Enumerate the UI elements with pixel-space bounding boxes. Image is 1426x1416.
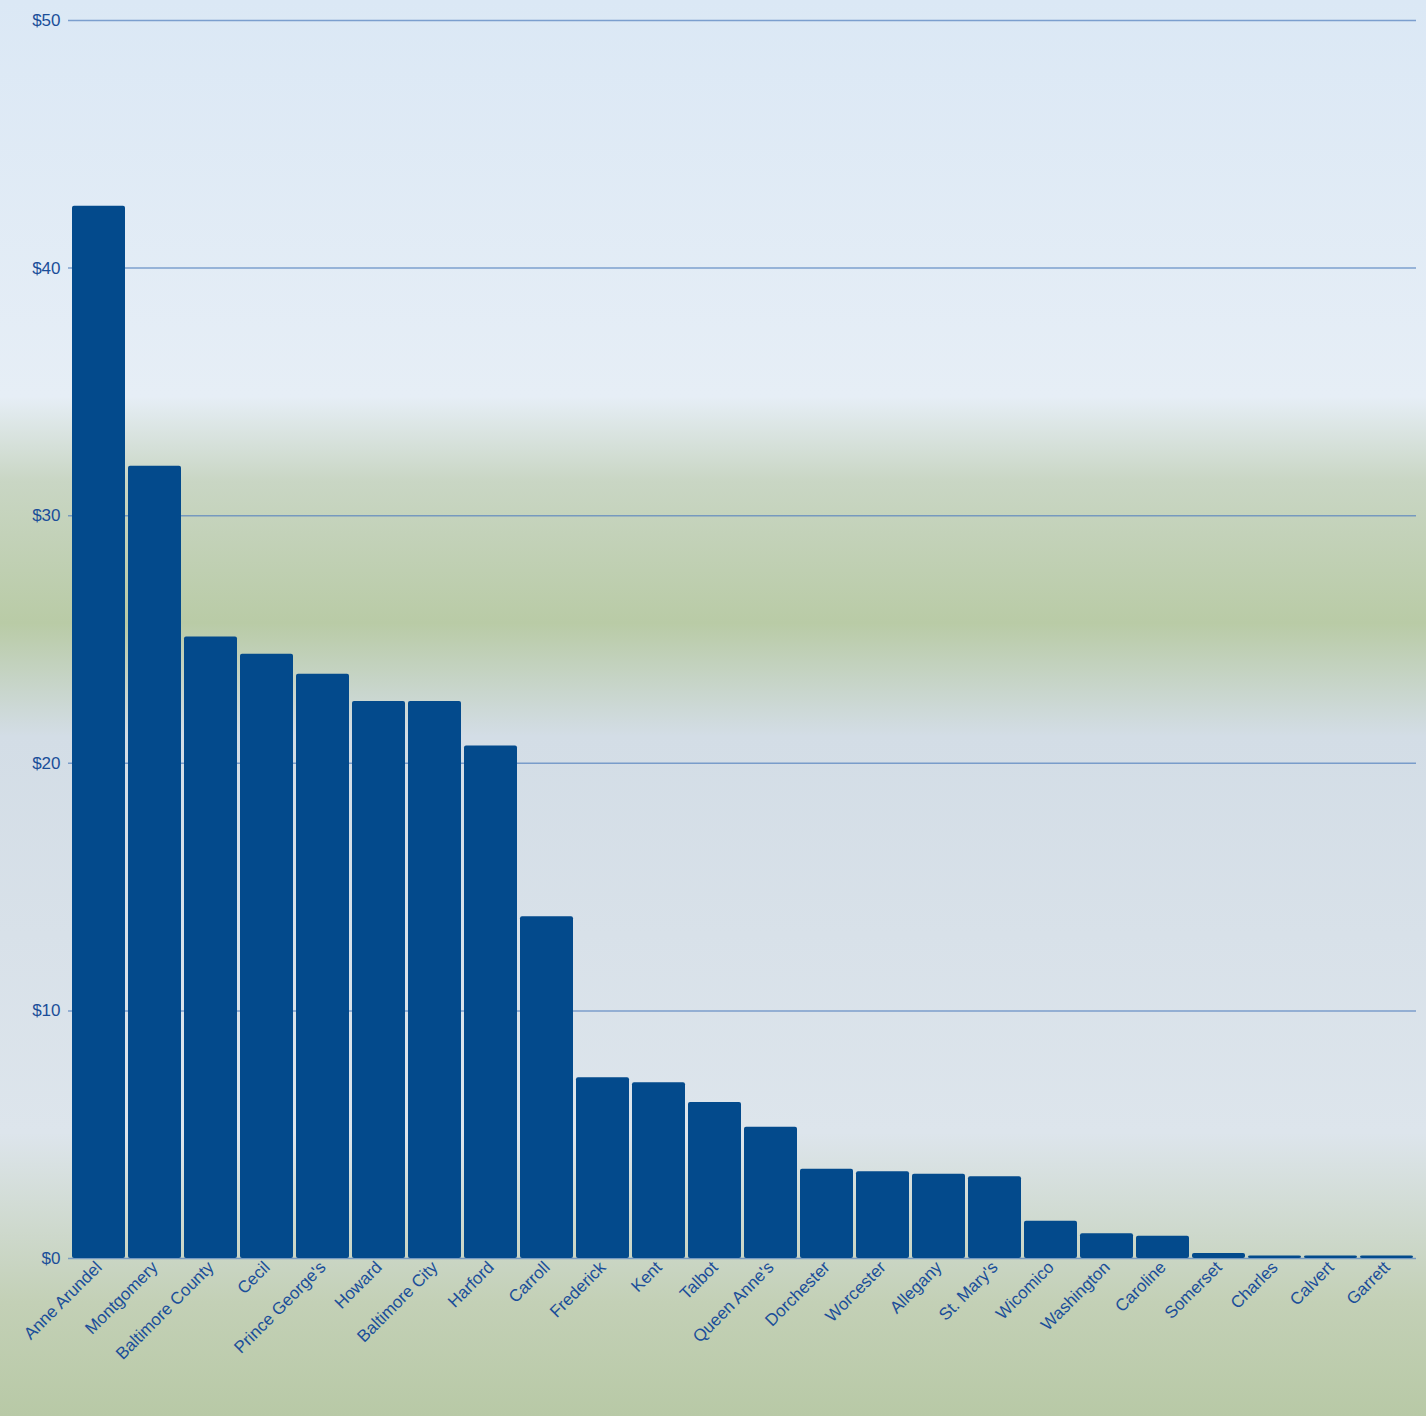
svg-text:Carroll: Carroll xyxy=(505,1258,554,1307)
svg-text:$10: $10 xyxy=(32,1001,60,1020)
svg-text:$50: $50 xyxy=(32,11,60,30)
svg-text:Baltimore County: Baltimore County xyxy=(112,1257,218,1363)
svg-text:$30: $30 xyxy=(32,506,60,525)
svg-text:Calvert: Calvert xyxy=(1286,1258,1338,1310)
svg-text:St. Mary's: St. Mary's xyxy=(935,1258,1001,1324)
svg-text:Washington: Washington xyxy=(1037,1258,1113,1334)
svg-text:Howard: Howard xyxy=(331,1258,386,1313)
svg-text:Worcester: Worcester xyxy=(822,1258,890,1326)
svg-text:$0: $0 xyxy=(42,1249,61,1268)
svg-text:Talbot: Talbot xyxy=(676,1258,722,1304)
svg-text:Dorchester: Dorchester xyxy=(761,1258,833,1330)
svg-text:Caroline: Caroline xyxy=(1111,1258,1169,1316)
svg-text:Wicomico: Wicomico xyxy=(992,1257,1058,1324)
svg-text:Cecil: Cecil xyxy=(234,1258,274,1298)
svg-text:Charles: Charles xyxy=(1227,1258,1282,1313)
svg-text:Baltimore City: Baltimore City xyxy=(353,1257,442,1346)
svg-text:$20: $20 xyxy=(32,754,60,773)
svg-text:Somerset: Somerset xyxy=(1161,1258,1226,1323)
svg-text:Harford: Harford xyxy=(444,1258,498,1312)
svg-text:Allegany: Allegany xyxy=(886,1257,946,1318)
svg-text:Garrett: Garrett xyxy=(1343,1258,1394,1309)
svg-text:$40: $40 xyxy=(32,259,60,278)
svg-text:Anne Arundel: Anne Arundel xyxy=(20,1257,106,1344)
svg-text:Montgomery: Montgomery xyxy=(81,1257,162,1338)
svg-text:Kent: Kent xyxy=(628,1258,666,1296)
svg-text:Prince George's: Prince George's xyxy=(230,1258,329,1357)
svg-text:Queen Anne's: Queen Anne's xyxy=(689,1258,778,1347)
svg-text:Frederick: Frederick xyxy=(546,1257,610,1321)
